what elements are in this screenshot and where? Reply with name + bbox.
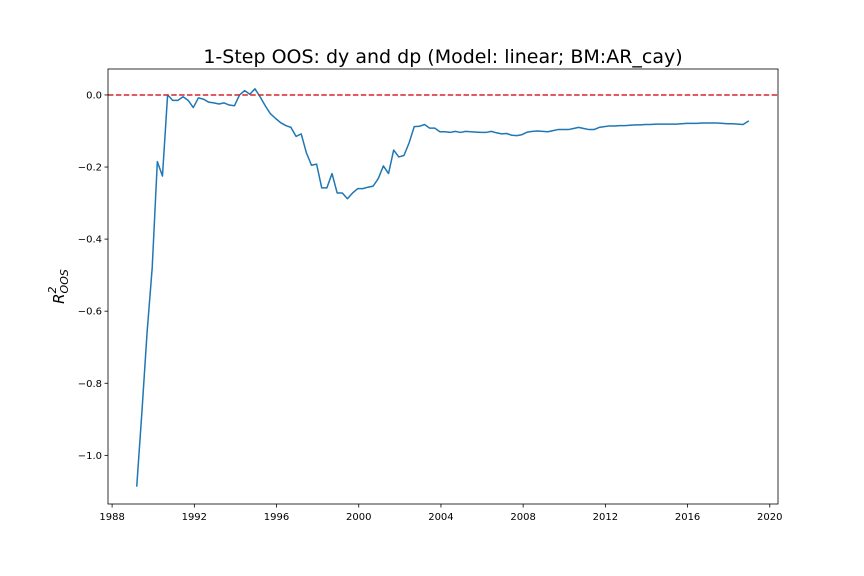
chart-title: 1-Step OOS: dy and dp (Model: linear; BM… [203, 46, 682, 68]
y-axis-label: ROOS2 [46, 269, 71, 304]
y-tick-label: −0.8 [78, 379, 102, 390]
y-axis-label-superscript: 2 [46, 286, 59, 293]
plot-area [108, 88, 778, 487]
y-tick-label: −0.4 [78, 235, 102, 246]
x-tick-label: 2012 [593, 512, 618, 523]
y-tick-label: −0.2 [78, 163, 102, 174]
y-tick-label: −1.0 [78, 451, 102, 462]
x-tick-label: 2004 [428, 512, 453, 523]
x-tick-label: 2016 [675, 512, 700, 523]
x-tick-label: 1988 [99, 512, 124, 523]
y-tick-label: −0.6 [78, 307, 102, 318]
series-line-0 [135, 88, 750, 487]
y-tick-label: 0.0 [86, 90, 102, 101]
y-axis: 0.0 −0.2 −0.4 −0.6 −0.8 −1.0 [78, 90, 108, 462]
x-tick-label: 1996 [264, 512, 289, 523]
x-tick-label: 2000 [346, 512, 371, 523]
x-tick-label: 2008 [510, 512, 535, 523]
x-axis: 1988 1992 1996 2000 2004 2008 2012 2016 2020 [99, 504, 783, 523]
plot-frame [107, 68, 779, 505]
x-tick-label: 2020 [757, 512, 782, 523]
x-tick-label: 1992 [182, 512, 207, 523]
y-axis-label-base: R [50, 293, 68, 303]
y-axis-label-subscript: OOS [58, 269, 71, 293]
